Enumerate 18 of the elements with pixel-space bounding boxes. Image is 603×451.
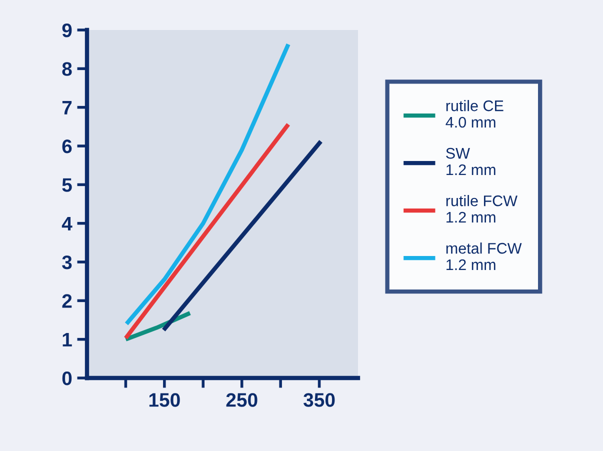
y-tick-label: 3: [62, 255, 72, 270]
legend-label: SW 1.2 mm: [446, 148, 496, 176]
y-tick-label: 9: [62, 23, 72, 38]
legend-label: rutile CE 4.0 mm: [446, 100, 504, 128]
y-tick-label: 5: [62, 178, 72, 192]
y-tick-label: 8: [62, 62, 72, 76]
x-tick-label: 250: [226, 393, 258, 407]
y-tick-label: 0: [62, 371, 72, 386]
x-tick-label: 150: [149, 393, 180, 407]
line-series: [124, 42, 290, 326]
y-tick-label: 2: [62, 294, 72, 308]
legend-label: rutile FCW 1.2 mm: [446, 195, 518, 223]
legend-label: metal FCW 1.2 mm: [446, 242, 522, 270]
y-tick-label: 1: [62, 333, 72, 346]
y-tick-label: 7: [62, 101, 72, 114]
x-tick-label: 350: [304, 393, 335, 407]
y-tick-label: 6: [62, 139, 72, 154]
y-tick-label: 4: [62, 217, 72, 230]
